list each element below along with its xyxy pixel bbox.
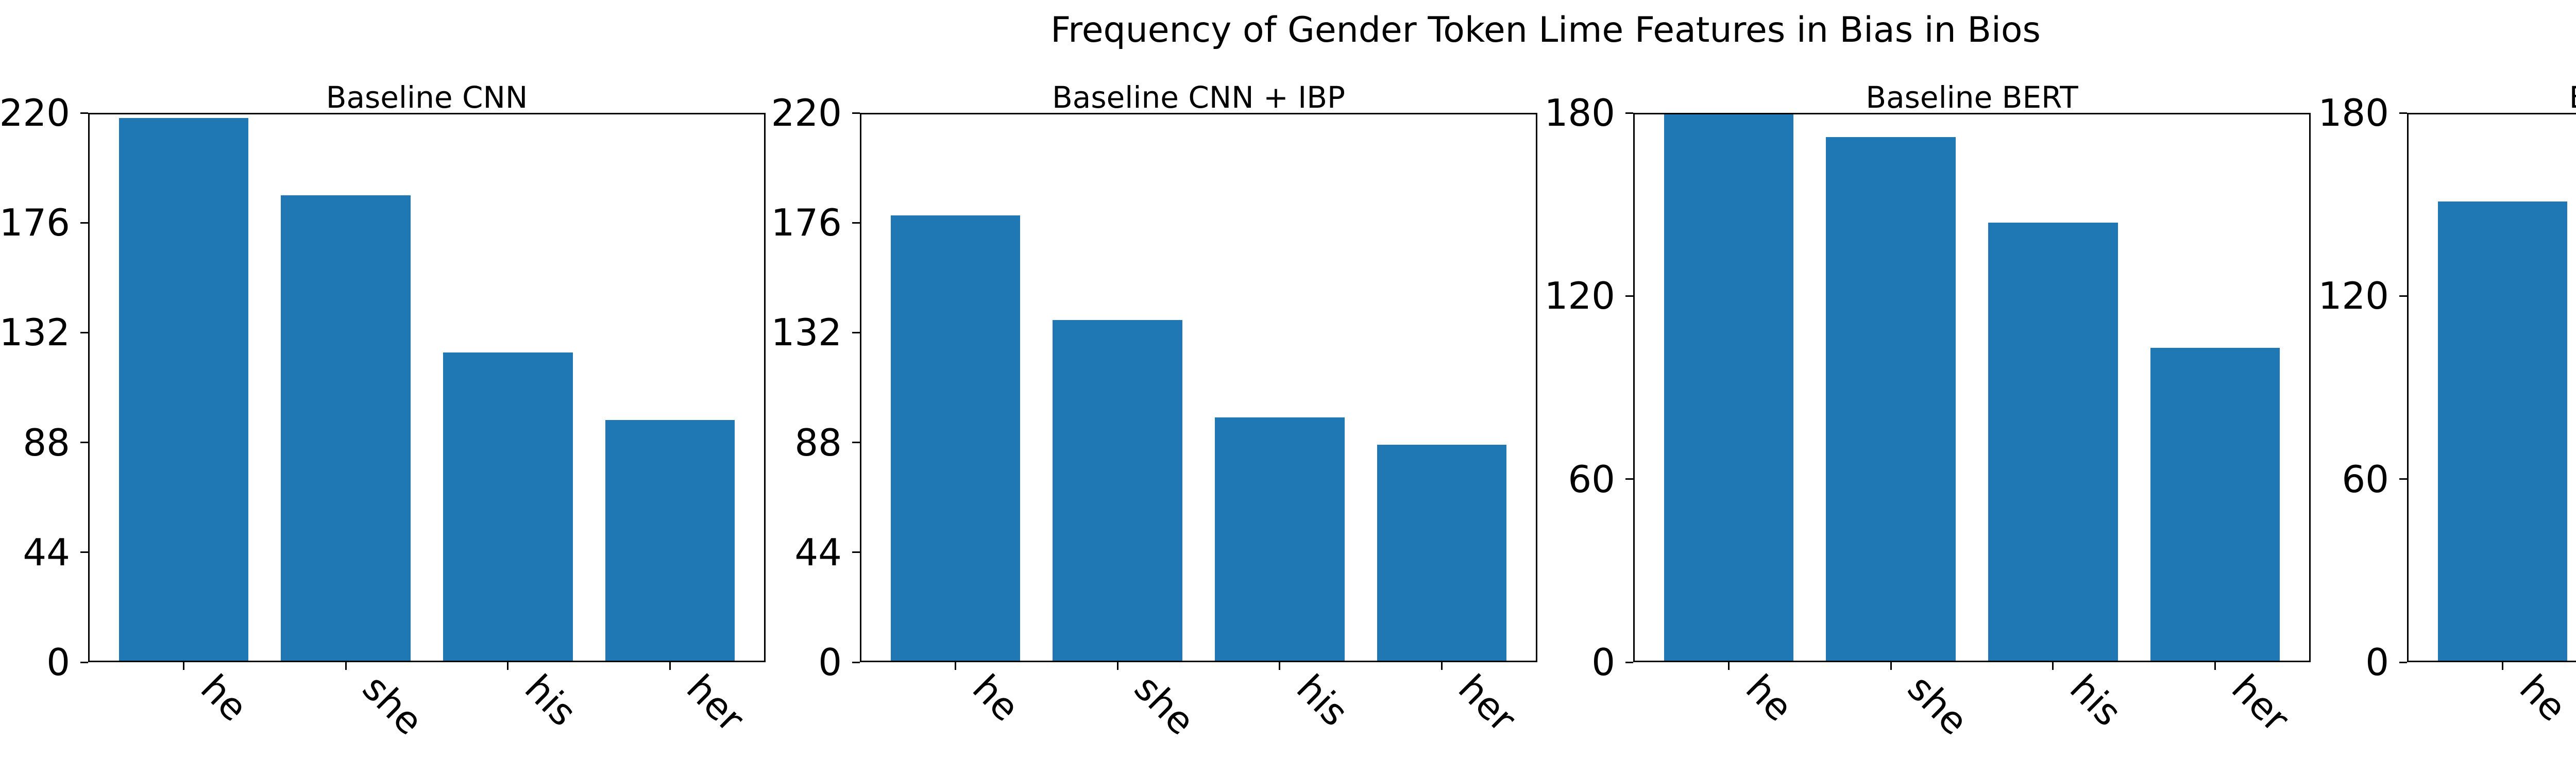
x-tick-mark — [1890, 662, 1892, 670]
bar-she — [1053, 320, 1183, 662]
bar-she — [281, 195, 411, 662]
axes-frame — [2407, 113, 2576, 662]
y-tick-mark — [1625, 112, 1633, 114]
x-tick-mark — [669, 662, 671, 670]
y-tick-mark — [852, 551, 860, 553]
x-tick-label-his: his — [2061, 666, 2130, 735]
y-tick-mark — [2399, 295, 2407, 297]
y-tick-mark — [1625, 661, 1633, 663]
x-tick-label-his: his — [1288, 666, 1357, 735]
bar-he — [2437, 201, 2568, 662]
y-tick-mark — [80, 331, 88, 333]
y-tick-mark — [1625, 478, 1633, 480]
y-tick-label: 120 — [2318, 274, 2389, 318]
y-tick-label: 220 — [771, 91, 842, 135]
x-tick-mark — [2052, 662, 2054, 670]
y-tick-mark — [2399, 112, 2407, 114]
bar-he — [890, 215, 1021, 662]
y-tick-mark — [852, 331, 860, 333]
y-tick-label: 132 — [0, 311, 70, 355]
subplot-title: Baseline BERT — [1866, 80, 2078, 115]
axes-frame — [860, 113, 1537, 662]
y-tick-label: 0 — [46, 641, 70, 684]
bar-her — [605, 419, 735, 662]
x-tick-mark — [1279, 662, 1281, 670]
figure-suptitle: Frequency of Gender Token Lime Features … — [1050, 10, 2041, 51]
y-tick-mark — [2399, 661, 2407, 663]
x-tick-mark — [345, 662, 347, 670]
y-tick-label: 132 — [771, 311, 842, 355]
y-tick-label: 88 — [794, 421, 842, 464]
axes-frame — [88, 113, 766, 662]
y-tick-mark — [80, 222, 88, 224]
y-tick-label: 176 — [0, 201, 70, 245]
y-tick-label: 0 — [1591, 641, 1615, 684]
axes-frame — [1633, 113, 2311, 662]
subplot-title: Baseline CNN + IBP — [1052, 80, 1345, 115]
bar-he — [1664, 113, 1794, 662]
x-tick-label-his: his — [516, 666, 585, 735]
bar-she — [1826, 137, 1956, 662]
x-tick-label-she: she — [1900, 666, 1977, 744]
x-tick-mark — [183, 662, 185, 670]
y-tick-label: 88 — [23, 421, 70, 464]
y-tick-mark — [852, 661, 860, 663]
y-tick-mark — [80, 442, 88, 444]
bar-his — [1214, 417, 1345, 662]
x-tick-mark — [955, 662, 957, 670]
bar-her — [2150, 348, 2280, 662]
y-tick-label: 0 — [2365, 641, 2389, 684]
x-tick-label-he: he — [2511, 666, 2575, 730]
y-tick-label: 0 — [818, 641, 842, 684]
x-tick-mark — [2214, 662, 2216, 670]
bar-her — [1377, 445, 1507, 662]
x-tick-label-he: he — [1737, 666, 1801, 730]
y-tick-mark — [80, 112, 88, 114]
y-tick-mark — [1625, 295, 1633, 297]
x-tick-mark — [1440, 662, 1443, 670]
y-tick-label: 44 — [23, 530, 70, 574]
y-tick-mark — [852, 442, 860, 444]
y-tick-mark — [2399, 478, 2407, 480]
y-tick-mark — [80, 661, 88, 663]
y-tick-label: 180 — [1544, 91, 1615, 135]
y-tick-label: 220 — [0, 91, 70, 135]
bar-his — [1988, 223, 2118, 662]
bar-his — [443, 352, 573, 662]
y-tick-label: 176 — [771, 201, 842, 245]
subplot-title: Baseline BERT + SAFER — [2407, 82, 2576, 112]
x-tick-mark — [507, 662, 509, 670]
y-tick-mark — [80, 551, 88, 553]
x-tick-label-she: she — [354, 666, 432, 744]
y-tick-mark — [852, 222, 860, 224]
x-tick-mark — [2502, 662, 2504, 670]
y-tick-label: 60 — [1568, 457, 1615, 501]
x-tick-label-she: she — [1126, 666, 1204, 744]
y-tick-label: 60 — [2342, 457, 2389, 501]
x-tick-label-he: he — [192, 666, 256, 730]
subplot-title: Baseline CNN — [326, 80, 528, 115]
x-tick-mark — [1116, 662, 1118, 670]
y-tick-label: 180 — [2318, 91, 2389, 135]
x-tick-mark — [1728, 662, 1730, 670]
x-tick-label-he: he — [964, 666, 1028, 730]
y-tick-label: 44 — [794, 530, 842, 574]
y-tick-label: 120 — [1544, 274, 1615, 318]
y-tick-mark — [852, 112, 860, 114]
bar-he — [118, 117, 249, 662]
